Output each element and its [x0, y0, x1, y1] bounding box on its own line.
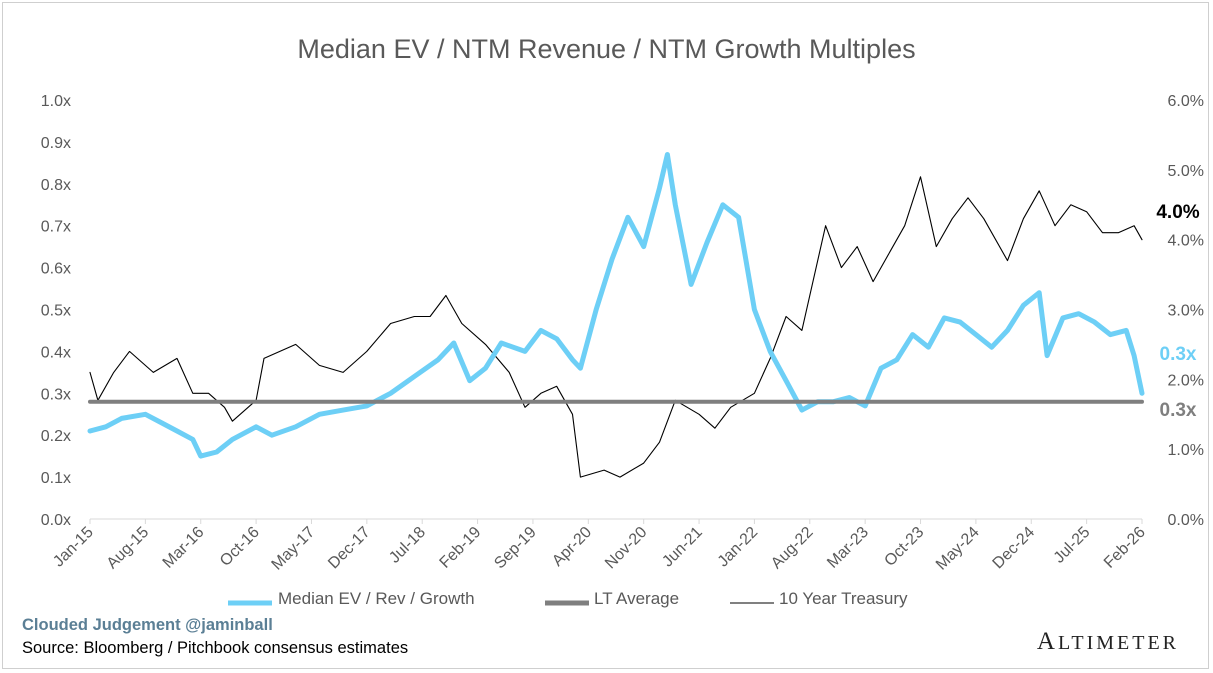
- x-tick-label: Jan-15: [50, 524, 97, 571]
- x-tick-label: Nov-20: [602, 524, 651, 573]
- x-tick-label: Mar-23: [824, 524, 872, 572]
- x-tick-label: Aug-15: [104, 524, 153, 573]
- x-tick-label: Oct-23: [881, 524, 927, 570]
- x-tick-label: Dec-24: [990, 524, 1039, 573]
- series-ev-rev-growth: [87, 152, 1145, 459]
- y-left-tick-label: 0.5x: [41, 303, 71, 320]
- legend-label-lt-average: LT Average: [594, 589, 680, 608]
- y-right-tick-label: 5.0%: [1168, 163, 1204, 180]
- x-tick-label: Dec-17: [325, 524, 374, 573]
- y-right-tick-label: 4.0%: [1168, 233, 1204, 250]
- y-left-tick-label: 1.0x: [41, 93, 71, 110]
- y-left-tick-label: 0.6x: [41, 261, 71, 278]
- end-label-ev-rev-growth: 0.3x: [1160, 344, 1197, 365]
- legend: Median EV / Rev / Growth LT Average 10 Y…: [0, 589, 1213, 613]
- legend-swatch-lt-average: [545, 600, 589, 606]
- y-right-tick-label: 1.0%: [1168, 442, 1204, 459]
- brand-credit: Clouded Judgement @jaminball: [22, 616, 273, 634]
- x-tick-label: Mar-16: [160, 524, 208, 572]
- legend-label-ev-rev-growth: Median EV / Rev / Growth: [278, 589, 475, 608]
- x-tick-label: May-17: [269, 524, 319, 574]
- y-left-tick-label: 0.0x: [41, 512, 71, 529]
- x-tick-label: Jun-21: [659, 524, 706, 571]
- y-left-tick-label: 0.9x: [41, 135, 71, 152]
- legend-swatch-ev-rev-growth: [228, 600, 272, 606]
- x-tick-label: Jul-18: [386, 524, 429, 567]
- x-tick-label: Feb-26: [1101, 524, 1149, 572]
- end-label-lt-average: 0.3x: [1160, 400, 1197, 421]
- legend-swatch-10-year-treasury: [730, 602, 774, 604]
- y-right-tick-label: 2.0%: [1168, 372, 1204, 389]
- chart-title: Median EV / NTM Revenue / NTM Growth Mul…: [297, 34, 916, 64]
- plot-area: Jan-15 Aug-15 Mar-16 Oct-16 May-17 Dec-17 Jul-…: [41, 93, 1204, 574]
- x-tick-label: Oct-16: [217, 524, 263, 570]
- altimeter-logo: ALTIMETER: [1036, 628, 1179, 655]
- source-note: Source: Bloomberg / Pitchbook consensus …: [22, 639, 409, 657]
- x-tick-label: Aug-22: [768, 524, 817, 573]
- y-left-tick-label: 0.8x: [41, 177, 71, 194]
- x-tick-label: Feb-19: [437, 524, 485, 572]
- y-left-tick-label: 0.3x: [41, 386, 71, 403]
- x-tick-label: Jul-25: [1051, 524, 1094, 567]
- y-left-tick-label: 0.1x: [41, 470, 71, 487]
- x-tick-label: Jan-22: [715, 524, 762, 571]
- y-left-tick-label: 0.7x: [41, 219, 71, 236]
- y-right-tick-label: 3.0%: [1168, 303, 1204, 320]
- x-tick-label: May-24: [933, 524, 983, 574]
- x-tick-label: Sep-19: [491, 524, 540, 573]
- end-label-10-year-treasury: 4.0%: [1156, 202, 1199, 223]
- legend-label-10-year-treasury: 10 Year Treasury: [779, 589, 908, 608]
- y-left-tick-label: 0.4x: [41, 344, 71, 361]
- y-right-tick-label: 6.0%: [1168, 93, 1204, 110]
- x-tick-label: Apr-20: [549, 524, 595, 570]
- y-right-tick-label: 0.0%: [1168, 512, 1204, 529]
- y-left-tick-label: 0.2x: [41, 428, 71, 445]
